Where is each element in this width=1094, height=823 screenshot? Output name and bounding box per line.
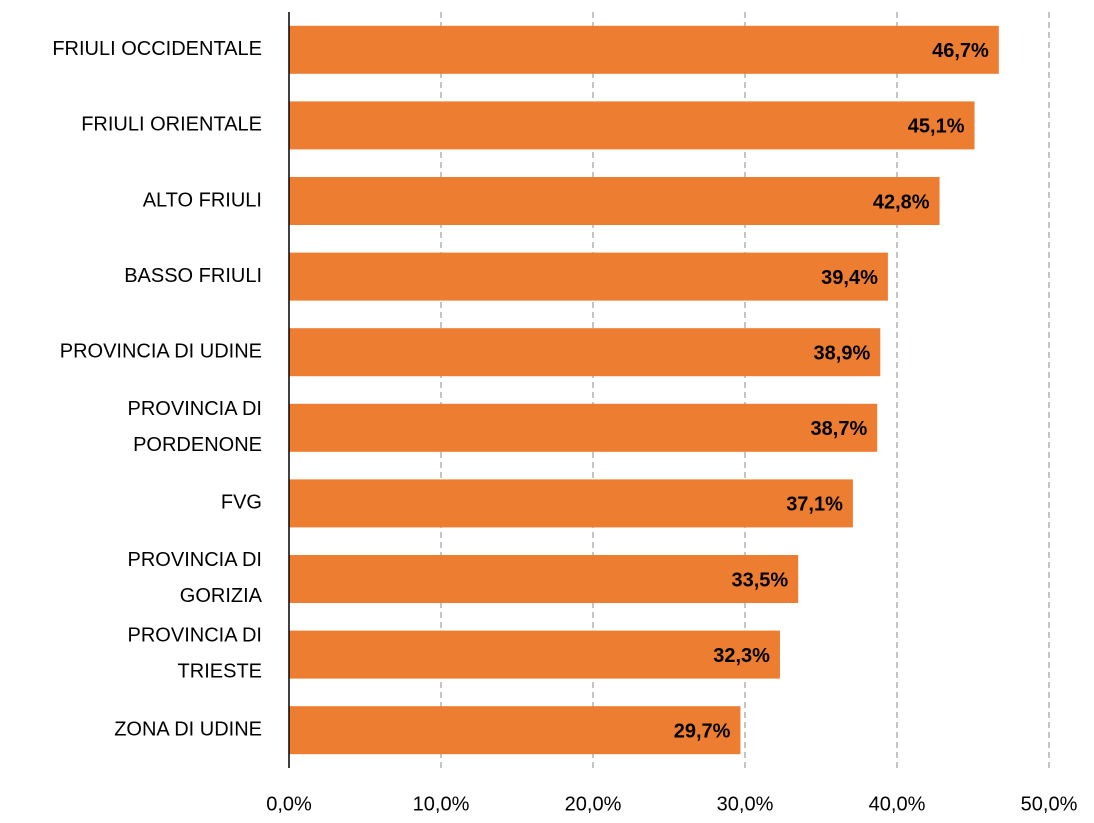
bar <box>289 630 780 679</box>
y-tick-label: FRIULI OCCIDENTALE <box>52 38 262 60</box>
y-tick-label: ZONA DI UDINE <box>114 718 262 740</box>
value-label: 37,1% <box>786 494 843 516</box>
x-tick-label: 0,0% <box>266 793 312 815</box>
bar <box>289 403 878 452</box>
value-label: 29,7% <box>674 720 731 742</box>
x-tick-label: 30,0% <box>717 793 774 815</box>
y-tick-label: FRIULI ORIENTALE <box>81 114 262 136</box>
value-label: 33,5% <box>731 569 788 591</box>
y-tick-label: PROVINCIA DI PORDENONE <box>128 398 262 456</box>
x-tick-label: 50,0% <box>1021 793 1078 815</box>
bar <box>289 177 940 225</box>
x-tick-label: 20,0% <box>565 793 622 815</box>
bar <box>289 252 888 301</box>
value-label: 45,1% <box>908 116 965 138</box>
x-tick-label: 10,0% <box>413 793 470 815</box>
value-label: 38,7% <box>811 418 868 440</box>
bar <box>289 101 975 150</box>
value-label: 38,9% <box>814 342 871 364</box>
bar <box>289 555 799 603</box>
y-tick-label: PROVINCIA DI GORIZIA <box>128 549 263 607</box>
x-tick-label: 40,0% <box>869 793 926 815</box>
bar <box>289 25 999 74</box>
bar <box>289 328 881 377</box>
value-label: 39,4% <box>821 267 878 289</box>
y-tick-label: BASSO FRIULI <box>124 265 262 287</box>
y-tick-label: PROVINCIA DI UDINE <box>60 340 262 362</box>
bar <box>289 479 853 528</box>
value-label: 32,3% <box>713 645 770 667</box>
value-label: 42,8% <box>873 191 930 213</box>
bar <box>289 706 741 755</box>
y-tick-label: FVG <box>221 492 262 514</box>
value-label: 46,7% <box>932 40 989 62</box>
y-tick-label: PROVINCIA DI TRIESTE <box>128 625 262 683</box>
y-tick-label: ALTO FRIULI <box>143 189 262 211</box>
